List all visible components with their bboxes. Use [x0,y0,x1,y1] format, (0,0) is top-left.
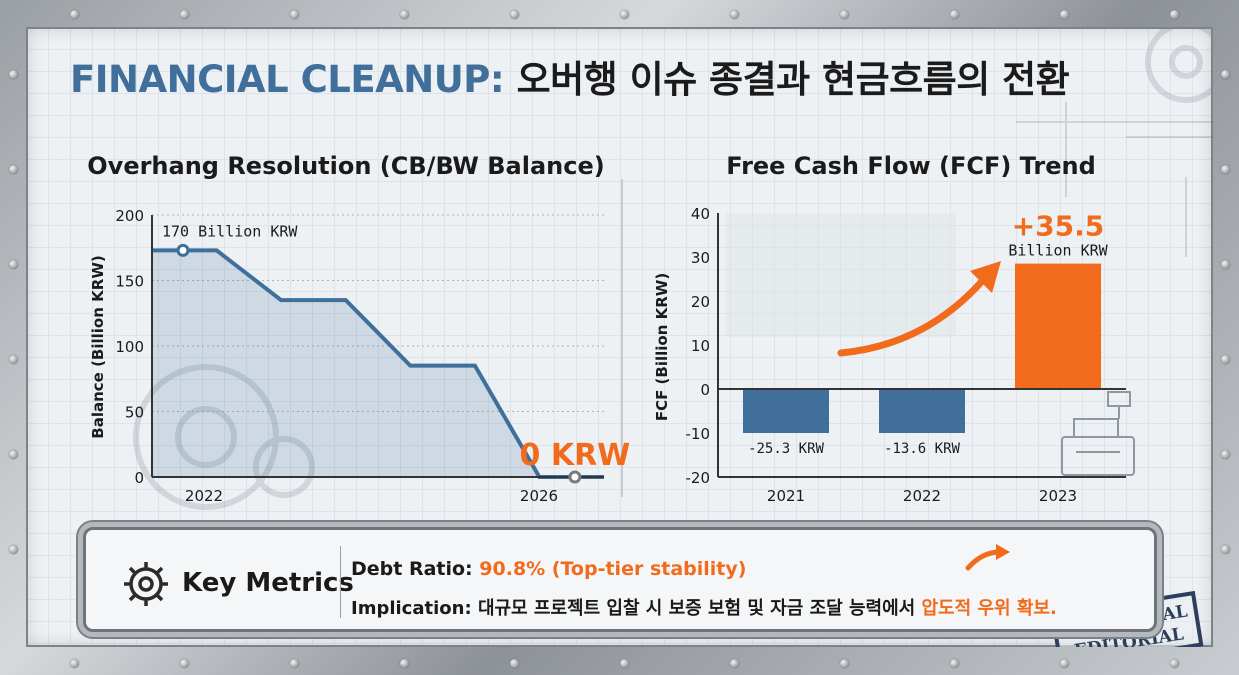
chart1-area [152,250,604,477]
chart1-y-tick: 200 [115,207,144,225]
metrics-divider [340,546,341,618]
rivet [1060,10,1069,19]
key-metrics-box: Key Metrics Debt Ratio: 90.8% (Top-tier … [83,527,1157,632]
chart2-title: Free Cash Flow (FCF) Trend [726,152,1096,180]
chart2-y-tick: 0 [700,381,710,399]
chart2-y-tick: 40 [691,205,710,223]
chart1-y-tick: 100 [115,338,144,356]
chart2-categories: 2021 2022 2023 [767,487,1077,505]
rivet [1221,545,1230,554]
metrics-implication: Implication: 대규모 프로젝트 입찰 시 보증 보험 및 자금 조달… [351,594,1057,620]
chart2-category-label: 2023 [1039,487,1077,505]
cash-register-icon [1061,391,1135,476]
chart2-highlight-value: +35.5 [1012,210,1105,243]
rivet [1221,355,1230,364]
title-highlight: FINANCIAL CLEANUP: [70,58,505,101]
rivet [950,10,959,19]
metrics-debt-ratio: Debt Ratio: 90.8% (Top-tier stability) [351,558,746,580]
implication-highlight: 압도적 우위 확보. [921,598,1057,619]
chart1-line [152,248,604,479]
rivet [290,10,299,19]
gear-icon [133,27,1213,510]
chart1-y-tick: 150 [115,273,144,291]
rivet [510,10,519,19]
rivet [1221,165,1230,174]
implication-label: Implication: [351,598,472,619]
rivet [9,165,18,174]
rivet [1221,450,1230,459]
chart2-bar [1015,263,1101,389]
page-title: FINANCIAL CLEANUP: 오버행 이슈 종결과 현금흐름의 전환 [70,49,1070,103]
rivet [290,659,299,668]
charts-area: Overhang Resolution (CB/BW Balance) Bala… [87,27,1213,510]
rivet [9,450,18,459]
rivet [510,659,519,668]
rivet [730,659,739,668]
chart2-y-axis: -20 -10 0 10 20 30 40 [686,205,711,487]
chart1-end-point [568,470,582,484]
rivet [1170,659,1179,668]
chart2-y-tick: 10 [691,337,710,355]
debt-ratio-value: 90.8% (Top-tier stability) [479,558,747,580]
rivet [1060,659,1069,668]
chart1-x-label-end: 2026 [520,487,558,505]
rivet [70,10,79,19]
arrow-icon [837,275,988,357]
chart1-y-tick: 50 [125,404,144,422]
chart1-gridlines [152,214,604,412]
panel: FINANCIAL CLEANUP: 오버행 이슈 종결과 현금흐름의 전환 O… [26,27,1213,647]
chart2-bars [743,263,1101,433]
rivet [9,70,18,79]
rivet [840,659,849,668]
chart1-ylabel: Balance (Billion KRW) [89,255,107,438]
chart2-bar [743,389,829,433]
rivet [620,659,629,668]
chart2-y-tick: -10 [686,425,711,443]
rivet [9,545,18,554]
rivet [180,659,189,668]
arrow-head [970,261,1001,293]
rivet [9,355,18,364]
chart2-y-tick: -20 [686,469,711,487]
rivet [1170,10,1179,19]
chart1-y-tick: 0 [134,469,144,487]
chart2-highlight-unit: Billion KRW [1008,242,1108,260]
chart2-category-label: 2022 [903,487,941,505]
implication-text: 대규모 프로젝트 입찰 시 보증 보험 및 자금 조달 능력에서 [477,598,916,619]
rivet [400,659,409,668]
rivet [730,10,739,19]
chart2-category-label: 2021 [767,487,805,505]
debt-ratio-label: Debt Ratio: [351,558,473,580]
rivet [840,10,849,19]
arrow-icon [965,544,1010,571]
rivet [70,659,79,668]
rivet [400,10,409,19]
chart1-end-annotation: 0 KRW [520,438,631,473]
chart2-ylabel: FCF (Billion KRW) [653,273,671,421]
gear-icon [124,562,168,606]
rivet [180,10,189,19]
blueprint-lines [1016,102,1213,257]
rivet [1221,260,1230,269]
chart2-bar [879,389,965,433]
rivet [950,659,959,668]
metrics-title: Key Metrics [182,568,354,598]
chart2-texture [726,213,956,337]
chart2-data-label: -25.3 KRW [748,441,824,457]
rivet [1221,70,1230,79]
rivet [620,10,629,19]
chart1-title: Overhang Resolution (CB/BW Balance) [87,152,604,180]
title-rest: 오버행 이슈 종결과 현금흐름의 전환 [516,58,1070,101]
rivet [9,260,18,269]
chart2-y-tick: 20 [691,293,710,311]
chart1-start-point [176,243,190,257]
chart1-x-label-start: 2022 [185,487,223,505]
chart1-y-axis: 0 50 100 150 200 [115,207,144,487]
chart2-data-label: -13.6 KRW [884,441,960,457]
chart2-y-tick: 30 [691,249,710,267]
chart1-start-annotation: 170 Billion KRW [162,222,298,240]
